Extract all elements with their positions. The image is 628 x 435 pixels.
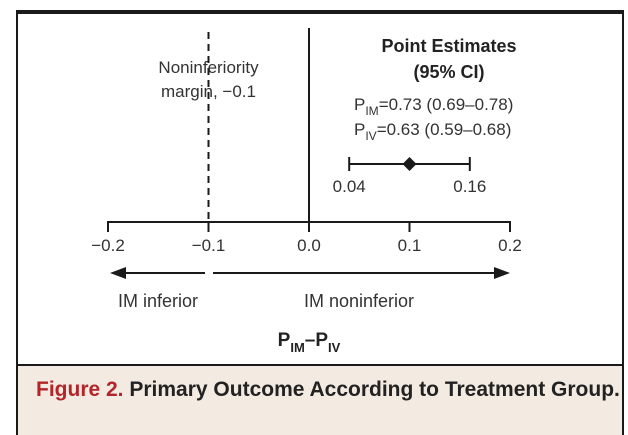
direction-arrows: IM inferior IM noninferior [110,267,510,311]
figure-title: Primary Outcome According to Treatment G… [129,378,620,401]
legend-entry-im-p: P [354,95,365,114]
legend-entry-im-sub: IM [365,104,378,118]
x-axis-title-p1: P [278,330,291,351]
x-tick-label: 0.2 [498,236,522,255]
margin-label-line2: margin, −0.1 [161,82,256,101]
x-tick-label: 0.0 [297,236,321,255]
arrow-left-label: IM inferior [118,291,198,311]
x-tick-label: −0.2 [91,236,125,255]
margin-label-line1: Noninferiority [158,58,259,77]
point-estimate-marker [402,157,417,171]
figure-label: Figure 2. [36,378,124,401]
x-tick-label: −0.1 [192,236,226,255]
x-ticks: −0.2 −0.1 0.0 0.1 0.2 [91,222,522,255]
caption-text: Figure 2. Primary Outcome According to T… [36,374,622,406]
ci-low-label: 0.04 [333,177,366,196]
top-rule [16,10,624,14]
arrow-left-head [110,267,126,279]
forest-plot: −0.2 −0.1 0.0 0.1 0.2 Noninferiority margin,… [91,28,522,355]
legend-entry-im: PIM=0.73 (0.69–0.78) [354,95,513,118]
legend-title-line1: Point Estimates [381,36,516,56]
x-axis-title-p2: –P [305,330,329,351]
legend-entry-iv-sub: IV [365,129,376,143]
legend-entry-iv: PIV=0.63 (0.59–0.68) [354,120,511,143]
figure-caption: Figure 2. Primary Outcome According to T… [16,364,624,435]
legend-entry-iv-p: P [354,120,365,139]
x-axis-title: PIM–PIV [278,330,341,355]
arrow-right-head [494,267,510,279]
x-tick-label: 0.1 [398,236,422,255]
x-axis-title-sub2: IV [328,340,341,355]
legend-entry-iv-text: =0.63 (0.59–0.68) [377,120,512,139]
arrow-right-label: IM noninferior [304,291,414,311]
legend-title-line2: (95% CI) [413,62,484,82]
legend-entry-im-text: =0.73 (0.69–0.78) [379,95,514,114]
x-axis-title-sub1: IM [290,340,304,355]
ci-high-label: 0.16 [453,177,486,196]
confidence-interval: 0.04 0.16 [333,157,486,196]
chart-panel [16,14,624,365]
